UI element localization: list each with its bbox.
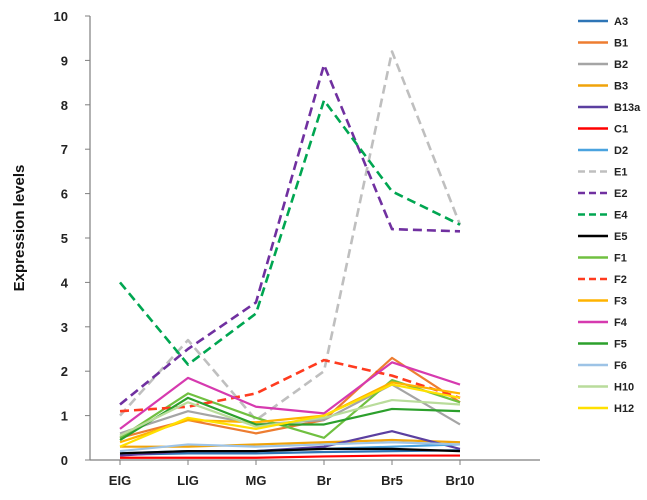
y-tick-label: 4 <box>61 275 69 290</box>
legend-label-c1: C1 <box>614 124 628 136</box>
legend-label-f6: F6 <box>614 360 627 372</box>
y-tick-label: 1 <box>61 409 68 424</box>
y-axis-title: Expression levels <box>11 165 28 292</box>
legend-label-a3: A3 <box>614 16 628 28</box>
series-line-b3 <box>120 438 461 448</box>
y-tick-label: 2 <box>61 364 68 379</box>
legend-label-e4: E4 <box>614 210 628 222</box>
legend-label-f4: F4 <box>614 317 628 329</box>
y-tick-label: 6 <box>61 187 68 202</box>
y-tick-label: 10 <box>54 9 68 24</box>
y-tick-label: 5 <box>61 231 68 246</box>
series-line-e4 <box>118 99 461 366</box>
legend-label-f3: F3 <box>614 296 627 308</box>
series-line-e2 <box>119 63 461 406</box>
x-tick-label: Br <box>317 473 331 488</box>
legend-label-h12: H12 <box>614 403 634 415</box>
legend-label-f2: F2 <box>614 274 627 286</box>
legend-label-b3: B3 <box>614 81 628 93</box>
series-line-f6 <box>119 441 461 453</box>
x-tick-label: LIG <box>177 473 199 488</box>
legend-label-d2: D2 <box>614 145 628 157</box>
y-tick-label: 3 <box>61 320 68 335</box>
x-tick-label: MG <box>246 473 267 488</box>
legend-label-b2: B2 <box>614 59 628 71</box>
legend-label-h10: H10 <box>614 382 634 394</box>
legend-label-b1: B1 <box>614 38 628 50</box>
legend-label-e1: E1 <box>614 167 627 179</box>
series-line-h12 <box>119 383 461 448</box>
series-line-f5 <box>119 396 461 441</box>
legend: A3 B1 B2 B3 B13a C1 D2 E1 E2 E4 E5 F1 F2 F3 F4 F5 F6 H10 H… <box>578 16 641 415</box>
series-line-c1 <box>120 454 460 459</box>
legend-label-f1: F1 <box>614 253 627 265</box>
x-tick-label: Br10 <box>446 473 475 488</box>
legend-label-e2: E2 <box>614 188 627 200</box>
axes: 0 1 2 3 4 5 6 7 8 9 10 EIG LIG MG Br Br5 Br10 Expression … <box>11 9 540 488</box>
y-tick-label: 0 <box>61 453 68 468</box>
legend-label-b13a: B13a <box>614 102 641 114</box>
series-line-e5 <box>119 447 461 455</box>
y-tick-label: 9 <box>61 53 68 68</box>
y-tick-label: 8 <box>61 98 68 113</box>
series-line-a3 <box>119 449 461 456</box>
x-tick-label: Br5 <box>381 473 403 488</box>
series-line-e1 <box>119 50 462 422</box>
x-tick-label: EIG <box>109 473 131 488</box>
y-tick-label: 7 <box>61 142 68 157</box>
series-line-f4 <box>119 361 461 430</box>
series-layer <box>118 50 462 459</box>
legend-label-f5: F5 <box>614 339 627 351</box>
legend-label-e5: E5 <box>614 231 627 243</box>
